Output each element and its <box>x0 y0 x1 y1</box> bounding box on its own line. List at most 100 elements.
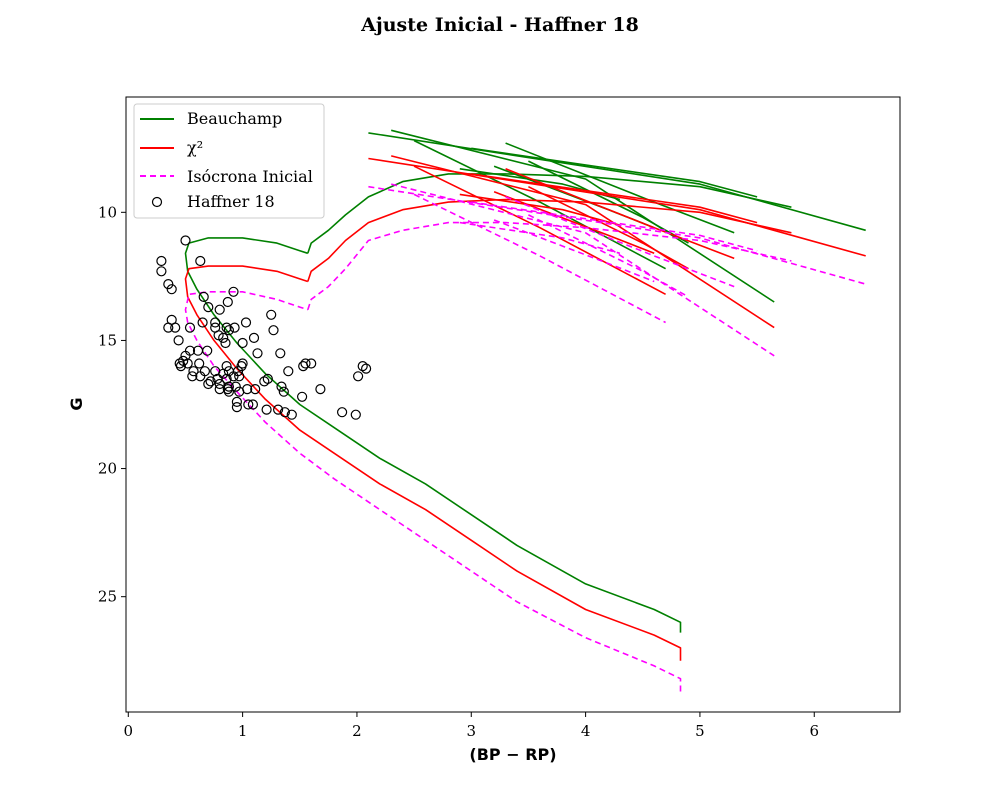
data-point <box>214 378 225 390</box>
legend-label-chi2: χ² <box>187 138 203 157</box>
data-point <box>205 376 216 387</box>
data-point <box>156 266 167 277</box>
data-point <box>361 363 372 374</box>
series-chi2-track <box>391 155 775 329</box>
series-chi2-track <box>493 191 655 255</box>
data-point <box>221 373 232 384</box>
data-point <box>203 378 214 390</box>
data-point <box>173 335 184 346</box>
data-point <box>218 332 229 343</box>
data-point <box>195 255 206 267</box>
y-tick-label: 15 <box>98 331 117 349</box>
x-tick-label: 3 <box>466 722 476 740</box>
series-beauchamp-branch <box>307 173 792 254</box>
legend-swatch-points <box>151 196 163 208</box>
data-point <box>337 407 348 418</box>
y-axis-label: G <box>67 397 86 410</box>
data-point <box>195 371 206 382</box>
data-point <box>218 368 229 379</box>
data-point <box>273 404 284 415</box>
series-inicial-track <box>505 196 735 288</box>
data-point <box>286 409 297 420</box>
data-point <box>261 404 272 415</box>
x-tick-label: 6 <box>809 722 819 740</box>
data-point <box>223 325 234 336</box>
legend-label-points: Haffner 18 <box>187 192 275 211</box>
data-point <box>298 361 309 372</box>
data-point <box>262 373 273 384</box>
data-point <box>198 291 209 302</box>
data-point <box>182 358 193 369</box>
series-chi2-track <box>459 193 621 226</box>
legend-box <box>133 103 325 219</box>
data-point <box>315 384 326 395</box>
data-point <box>156 255 167 267</box>
data-point <box>353 371 364 382</box>
data-point <box>279 407 290 418</box>
data-point <box>250 384 261 395</box>
x-tick-label: 5 <box>695 722 705 740</box>
legend: Beauchamp χ² Isócrona Inicial Haffner 18 <box>133 103 325 219</box>
data-point <box>350 409 361 420</box>
data-point <box>228 286 239 297</box>
x-tick-label: 0 <box>124 722 134 740</box>
data-point <box>166 284 177 295</box>
data-point <box>252 348 263 359</box>
data-point <box>357 361 368 372</box>
data-point <box>229 322 240 333</box>
legend-label-beauchamp: Beauchamp <box>187 109 282 128</box>
y-tick-label: 25 <box>98 588 117 606</box>
series-chi2-track <box>413 165 666 296</box>
series-chi2-branch <box>307 198 792 282</box>
data-point <box>210 317 221 328</box>
x-tick-label: 1 <box>238 722 248 740</box>
data-point <box>180 235 191 246</box>
data-point <box>221 322 232 333</box>
data-point <box>223 386 234 397</box>
data-point <box>237 337 248 349</box>
data-point <box>248 332 260 343</box>
axes-frame <box>125 96 901 713</box>
data-point <box>247 399 258 410</box>
series-inicial-track <box>471 201 758 252</box>
y-tick-label: 20 <box>98 460 117 478</box>
data-point <box>231 396 242 407</box>
data-point <box>192 345 204 356</box>
data-point <box>237 358 248 369</box>
chart-title: Ajuste Inicial - Haffner 18 <box>360 14 639 36</box>
series-beauchamp-main-sequence <box>184 237 682 633</box>
data-point <box>170 322 181 333</box>
data-point <box>278 386 289 397</box>
data-point <box>275 348 286 359</box>
data-point <box>266 309 277 320</box>
data-point <box>268 325 279 336</box>
series-beauchamp-track <box>391 129 775 303</box>
series-inicial-track <box>528 214 689 298</box>
series-chi2-track <box>528 185 689 270</box>
series-chi2-main-sequence <box>184 265 682 661</box>
data-point <box>234 386 245 397</box>
x-axis-label: (BP − RP) <box>469 745 556 764</box>
plot-area <box>156 129 866 692</box>
data-point <box>228 371 239 382</box>
data-point <box>234 371 245 382</box>
data-point <box>180 350 191 361</box>
data-point <box>300 358 311 369</box>
data-point <box>240 317 252 328</box>
data-point <box>230 381 241 392</box>
data-point <box>203 302 214 313</box>
series-beauchamp-track <box>413 139 666 270</box>
data-point <box>214 304 225 315</box>
data-point <box>231 402 242 413</box>
data-point <box>175 361 186 372</box>
data-point <box>214 384 225 395</box>
data-point <box>184 322 196 333</box>
data-point <box>297 391 308 402</box>
data-point <box>259 376 270 387</box>
x-tick-label: 4 <box>581 722 591 740</box>
data-point <box>194 358 205 369</box>
data-point <box>283 366 294 377</box>
series-chi2-track <box>505 168 735 260</box>
data-point <box>220 337 231 349</box>
